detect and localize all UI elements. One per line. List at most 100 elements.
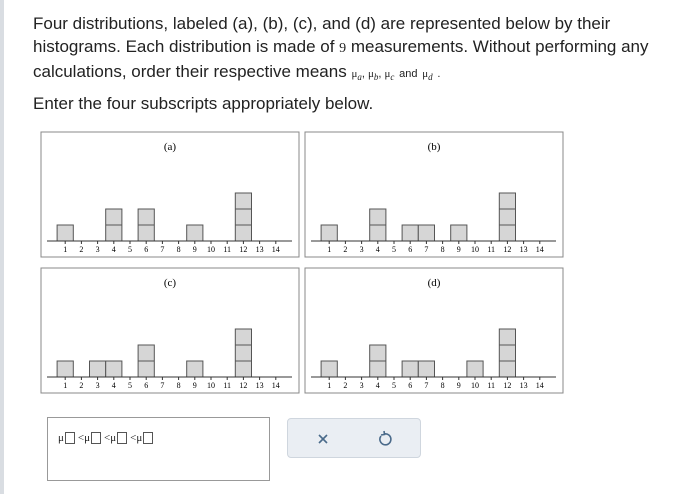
x-tick-label: 8	[441, 381, 445, 390]
x-tick-label: 3	[96, 245, 100, 254]
x-tick-label: 5	[128, 245, 132, 254]
x-tick-label: 14	[272, 245, 280, 254]
bar	[105, 360, 123, 378]
x-tick-label: 4	[376, 245, 380, 254]
answer-input[interactable]	[117, 432, 128, 445]
bar	[89, 360, 107, 378]
mu: μ	[384, 68, 391, 80]
x-tick-label: 12	[239, 381, 247, 390]
less-than: <	[104, 432, 111, 444]
x-tick-label: 7	[424, 381, 428, 390]
x-tick-label: 1	[63, 245, 67, 254]
bar	[401, 224, 419, 242]
x-tick-label: 4	[112, 245, 116, 254]
x-tick-label: 2	[343, 245, 347, 254]
period: .	[437, 68, 441, 80]
x-tick-label: 11	[223, 381, 231, 390]
answer-input[interactable]	[64, 432, 75, 445]
answer-mu: μ	[110, 432, 117, 444]
x-tick-label: 3	[360, 245, 364, 254]
answer-input[interactable]	[143, 432, 154, 445]
x-tick-label: 6	[144, 245, 148, 254]
x-tick-label: 7	[160, 245, 164, 254]
less-than: <	[130, 432, 137, 444]
question-text: Four distributions, labeled (a), (b), (c…	[33, 14, 611, 56]
mean-symbol: μc	[384, 68, 395, 82]
x-tick-label: 4	[112, 381, 116, 390]
bar	[450, 224, 468, 242]
answer-box[interactable]: μ <μ <μ <μ	[47, 417, 270, 481]
less-than: <	[77, 432, 85, 444]
clear-button[interactable]	[318, 434, 328, 444]
bar	[466, 360, 484, 378]
bar	[498, 192, 516, 242]
bar	[320, 224, 338, 242]
x-tick-label: 13	[520, 245, 528, 254]
x-tick-label: 10	[207, 245, 215, 254]
x-tick-label: 3	[360, 381, 364, 390]
answer-input[interactable]	[91, 432, 102, 445]
x-tick-label: 3	[96, 381, 100, 390]
x-tick-label: 8	[177, 381, 181, 390]
mean-symbol: μb	[367, 68, 379, 83]
bar	[56, 360, 74, 378]
measurement-count: 9	[339, 41, 347, 56]
x-tick-label: 6	[408, 381, 412, 390]
chart-title: (c)	[164, 277, 177, 289]
x-tick-label: 2	[79, 245, 83, 254]
bar	[186, 224, 204, 242]
x-tick-label: 10	[207, 381, 215, 390]
x-tick-label: 12	[503, 245, 511, 254]
and: and	[399, 68, 418, 80]
x-tick-label: 13	[256, 381, 264, 390]
x-tick-label: 8	[177, 245, 181, 254]
chart-title: (a)	[164, 141, 177, 153]
question-text: measurements. Without performing any cal…	[33, 37, 649, 81]
x-tick-label: 1	[63, 381, 67, 390]
mu: μ	[351, 68, 358, 80]
x-tick-label: 5	[392, 245, 396, 254]
bar	[234, 192, 253, 242]
undo-button[interactable]	[379, 430, 392, 446]
mu: μ	[367, 68, 374, 80]
bar	[401, 360, 419, 378]
x-tick-label: 5	[392, 381, 396, 390]
subscript: d	[428, 72, 433, 83]
comma: ,	[378, 68, 385, 80]
x-tick-label: 11	[487, 381, 495, 390]
x-tick-label: 2	[343, 381, 347, 390]
x-tick-label: 9	[193, 245, 197, 254]
x-tick-label: 7	[160, 381, 164, 390]
x-tick-label: 7	[424, 245, 428, 254]
answer-mu: μ	[84, 432, 91, 444]
x-tick-label: 4	[376, 381, 380, 390]
chart-title: (b)	[428, 141, 441, 153]
x-tick-label: 12	[503, 381, 511, 390]
x-tick-label: 6	[408, 245, 412, 254]
x-tick-label: 10	[471, 381, 479, 390]
x-tick-label: 14	[272, 381, 280, 390]
x-tick-label: 11	[487, 245, 495, 254]
answer-mu: μ	[58, 432, 64, 444]
instruction: Enter the four subscripts appropriately …	[33, 94, 374, 113]
chart-frame	[304, 131, 564, 258]
bar	[234, 328, 253, 378]
mean-symbol: μd	[422, 68, 433, 83]
x-tick-label: 5	[128, 381, 132, 390]
x-tick-label: 8	[441, 245, 445, 254]
x-tick-label: 14	[536, 381, 544, 390]
x-tick-label: 1	[327, 381, 331, 390]
buttons	[318, 430, 392, 446]
x-tick-label: 13	[256, 245, 264, 254]
x-tick-label: 11	[223, 245, 231, 254]
x-tick-label: 2	[79, 381, 83, 390]
chart-frame	[40, 267, 300, 394]
chart-title: (d)	[428, 277, 441, 289]
question: Four distributions, labeled (a), (b), (c…	[33, 12, 683, 89]
x-tick-label: 10	[471, 245, 479, 254]
bar	[417, 224, 435, 242]
chart-frame	[40, 131, 300, 258]
x-tick-label: 9	[457, 245, 461, 254]
subscript: b	[373, 72, 379, 83]
mu: μ	[422, 68, 429, 80]
